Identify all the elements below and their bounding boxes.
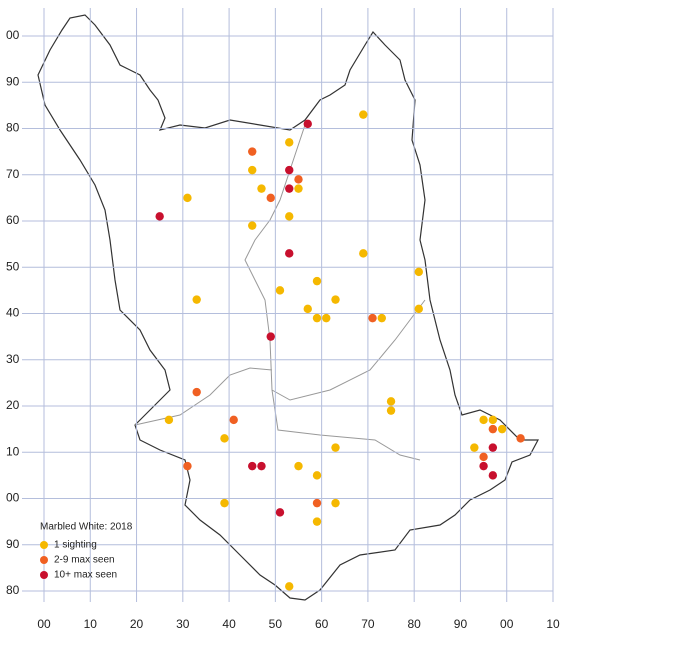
x-tick-label: 20 (130, 617, 144, 631)
x-tick-label: 80 (408, 617, 422, 631)
sighting-dot (294, 461, 303, 471)
sighting-dot (488, 424, 498, 434)
sighting-dot (479, 415, 488, 425)
y-tick-label: 40 (6, 306, 20, 320)
sighting-dot (266, 332, 275, 341)
sighting-dot (275, 508, 285, 517)
sighting-dot (312, 498, 322, 508)
legend-swatch (40, 556, 48, 564)
plot: 00 10 20 30 40 50 60 70 80 90 00 10 80 90 00 10 20 30 40 50… (6, 8, 560, 631)
sighting-dot (257, 184, 266, 193)
x-tick-label: 00 (500, 617, 514, 631)
sighting-dot (285, 212, 294, 221)
x-tick-label: 70 (361, 617, 375, 631)
sighting-dot (359, 110, 368, 119)
sighting-dot (164, 415, 174, 425)
y-tick-label: 10 (6, 444, 20, 458)
y-tick-label: 90 (6, 537, 20, 551)
sighting-dot (312, 313, 322, 323)
x-tick-label: 40 (222, 617, 236, 631)
legend-swatch (40, 541, 48, 549)
legend-title: Marbled White: 2018 (40, 522, 133, 533)
sighting-dot (331, 295, 340, 304)
sighting-dot (488, 471, 498, 480)
sighting-dot (248, 461, 257, 471)
sighting-dot (377, 313, 386, 323)
x-tick-label: 30 (176, 617, 190, 631)
sighting-dot (183, 193, 192, 203)
sighting-dot (248, 147, 257, 156)
sighting-dot (322, 313, 331, 323)
sighting-dot (497, 424, 507, 434)
county-outline (37, 14, 539, 601)
x-tick-label: 90 (454, 617, 468, 631)
sighting-dot (386, 406, 396, 415)
legend-swatch (40, 571, 48, 579)
sighting-dot (479, 452, 488, 462)
sighting-dot (248, 221, 257, 230)
y-tick-label: 30 (6, 352, 20, 366)
sighting-dot (275, 286, 285, 295)
sighting-dot (312, 471, 322, 480)
legend-label: 2-9 max seen (54, 555, 115, 566)
sighting-dot (285, 249, 294, 258)
sighting-dot (386, 397, 396, 406)
sighting-dot (414, 304, 424, 314)
sighting-dot (285, 184, 294, 193)
sighting-dot (229, 415, 238, 425)
sighting-dot (303, 304, 312, 314)
sighting-dot (285, 138, 294, 147)
district-boundary (134, 124, 426, 461)
sighting-dot (285, 165, 294, 175)
x-tick-label: 10 (84, 617, 98, 631)
y-tick-label: 60 (6, 213, 20, 227)
y-tick-label: 80 (6, 121, 20, 135)
sighting-dot (312, 276, 322, 286)
legend-label: 1 sighting (54, 540, 97, 551)
sighting-dot (183, 461, 192, 471)
y-tick-label: 80 (6, 583, 20, 597)
y-tick-label: 70 (6, 167, 20, 181)
sighting-dot (266, 193, 275, 203)
sighting-dot (470, 443, 479, 452)
boundaries (37, 14, 539, 601)
sighting-dot (248, 165, 257, 175)
sighting-dot (312, 517, 322, 526)
sighting-dot (285, 582, 294, 591)
y-tick-label: 20 (6, 398, 20, 412)
sighting-dot (257, 461, 266, 471)
sighting-dot (359, 249, 368, 258)
sighting-dot (303, 119, 312, 129)
x-tick-label: 10 (546, 617, 560, 631)
sighting-dot (516, 434, 525, 443)
sighting-dot (368, 313, 377, 323)
x-tick-label: 00 (37, 617, 51, 631)
sighting-dot (331, 498, 340, 508)
sighting-dot (220, 434, 229, 443)
sighting-dot (488, 415, 498, 425)
x-tick-label: 60 (315, 617, 329, 631)
sighting-dot (192, 387, 201, 397)
sighting-dot (479, 461, 488, 471)
y-tick-label: 00 (6, 28, 20, 42)
y-tick-label: 90 (6, 74, 20, 88)
sighting-dot (331, 443, 340, 452)
sighting-dot (294, 175, 303, 184)
legend-label: 10+ max seen (54, 570, 117, 581)
x-tick-label: 50 (269, 617, 283, 631)
sighting-dot (220, 498, 229, 508)
sighting-dot (155, 212, 164, 221)
sighting-dot (294, 184, 303, 193)
sighting-dot (488, 443, 498, 452)
sighting-dot (414, 267, 424, 277)
sighting-dot (192, 295, 201, 304)
y-tick-label: 00 (6, 491, 20, 505)
y-tick-label: 50 (6, 259, 20, 273)
